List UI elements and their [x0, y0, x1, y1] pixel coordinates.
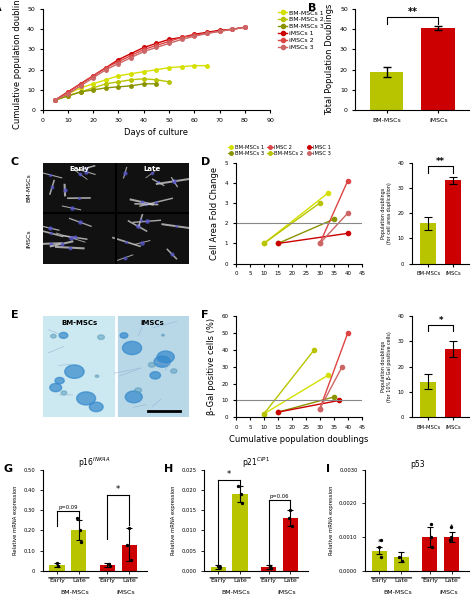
Bar [421, 28, 455, 110]
Text: H: H [164, 464, 173, 474]
Circle shape [51, 334, 56, 338]
Bar [232, 494, 248, 571]
Circle shape [90, 402, 103, 412]
Text: *: * [450, 523, 454, 529]
Text: BM-MSCs: BM-MSCs [222, 590, 251, 595]
Circle shape [61, 391, 67, 395]
Circle shape [171, 369, 177, 373]
Text: F: F [201, 310, 208, 320]
Circle shape [135, 388, 142, 393]
Bar [116, 316, 189, 417]
Bar [370, 72, 403, 110]
Title: p53: p53 [410, 460, 425, 469]
Bar [49, 565, 64, 571]
Text: iMSCs: iMSCs [117, 590, 135, 595]
Title: p16$^{INK4A}$: p16$^{INK4A}$ [79, 455, 111, 470]
Text: D: D [201, 156, 210, 167]
Text: G: G [3, 464, 12, 474]
Text: Late: Late [144, 165, 161, 172]
Bar [43, 162, 116, 213]
Bar [121, 545, 137, 571]
Y-axis label: Total Population Doublings: Total Population Doublings [326, 4, 335, 115]
Legend: BM-MSCs 1, BM-MSCs 3, iMSC 2, BM-MSCs 2, iMSC 1, iMSC 3: BM-MSCs 1, BM-MSCs 3, iMSC 2, BM-MSCs 2,… [226, 143, 334, 158]
Text: BM-MSCs: BM-MSCs [26, 173, 31, 202]
Bar [394, 557, 409, 571]
Text: **: ** [436, 157, 445, 166]
Bar [422, 537, 438, 571]
Text: *: * [227, 470, 231, 478]
Text: iMSCs: iMSCs [140, 320, 164, 326]
Circle shape [65, 365, 84, 378]
Text: C: C [10, 156, 18, 167]
Bar [100, 565, 115, 571]
Circle shape [150, 371, 161, 379]
Bar [444, 537, 459, 571]
Circle shape [55, 378, 64, 384]
Circle shape [98, 335, 104, 339]
Text: E: E [10, 310, 18, 320]
Text: **: ** [407, 7, 418, 16]
Bar [43, 213, 116, 264]
Text: iMSCs: iMSCs [278, 590, 297, 595]
Text: p=0.06: p=0.06 [270, 494, 289, 499]
Circle shape [157, 351, 174, 363]
Text: *: * [378, 539, 381, 545]
Y-axis label: β-Gal positive cells (%): β-Gal positive cells (%) [207, 318, 216, 416]
Bar [71, 530, 86, 571]
Text: Early: Early [69, 165, 89, 172]
Circle shape [50, 384, 62, 392]
Circle shape [154, 356, 170, 367]
Circle shape [77, 392, 96, 405]
Circle shape [95, 375, 99, 378]
Y-axis label: Relative mRNA expression: Relative mRNA expression [13, 486, 18, 555]
Bar [372, 551, 387, 571]
X-axis label: Days of culture: Days of culture [124, 128, 189, 137]
Text: BM-MSCs: BM-MSCs [61, 320, 97, 326]
Text: p=0.09: p=0.09 [58, 506, 78, 510]
Bar [116, 162, 189, 213]
Circle shape [148, 362, 155, 367]
Bar [261, 567, 276, 571]
Bar [420, 382, 436, 417]
Bar [116, 213, 189, 264]
Bar [445, 349, 461, 417]
Bar [420, 223, 436, 264]
Circle shape [125, 391, 142, 403]
Title: p21$^{CIP1}$: p21$^{CIP1}$ [242, 455, 270, 470]
X-axis label: Cumulative population doublings: Cumulative population doublings [229, 435, 368, 445]
Y-axis label: Cumulative population doublings: Cumulative population doublings [13, 0, 22, 129]
Y-axis label: Cell Area Fold Change: Cell Area Fold Change [210, 167, 219, 260]
Bar [445, 181, 461, 264]
Circle shape [122, 341, 142, 355]
Bar [283, 518, 298, 571]
Text: A: A [0, 3, 1, 13]
Text: B: B [308, 3, 316, 13]
Y-axis label: Relative mRNA expression: Relative mRNA expression [171, 486, 175, 555]
Circle shape [162, 334, 164, 336]
Text: iMSCs: iMSCs [26, 229, 31, 248]
Y-axis label: Relative mRNA expression: Relative mRNA expression [328, 486, 334, 555]
Text: I: I [326, 464, 330, 474]
Bar [210, 567, 226, 571]
Y-axis label: Population doublings
(for cell area duplication): Population doublings (for cell area dupl… [381, 182, 392, 244]
Circle shape [59, 332, 68, 338]
Legend: BM-MSCs 1, BM-MSCs 2, BM-MSCs 3, iMSCs 1, iMSCs 2, iMSCs 3: BM-MSCs 1, BM-MSCs 2, BM-MSCs 3, iMSCs 1… [278, 10, 324, 50]
Text: BM-MSCs: BM-MSCs [383, 590, 412, 595]
Text: iMSCs: iMSCs [439, 590, 458, 595]
Text: *: * [116, 485, 120, 494]
Text: BM-MSCs: BM-MSCs [61, 590, 89, 595]
Circle shape [120, 333, 128, 338]
Text: *: * [438, 315, 443, 324]
Y-axis label: Population doublings
(for 10% β-Gal positive cells): Population doublings (for 10% β-Gal posi… [381, 332, 392, 402]
